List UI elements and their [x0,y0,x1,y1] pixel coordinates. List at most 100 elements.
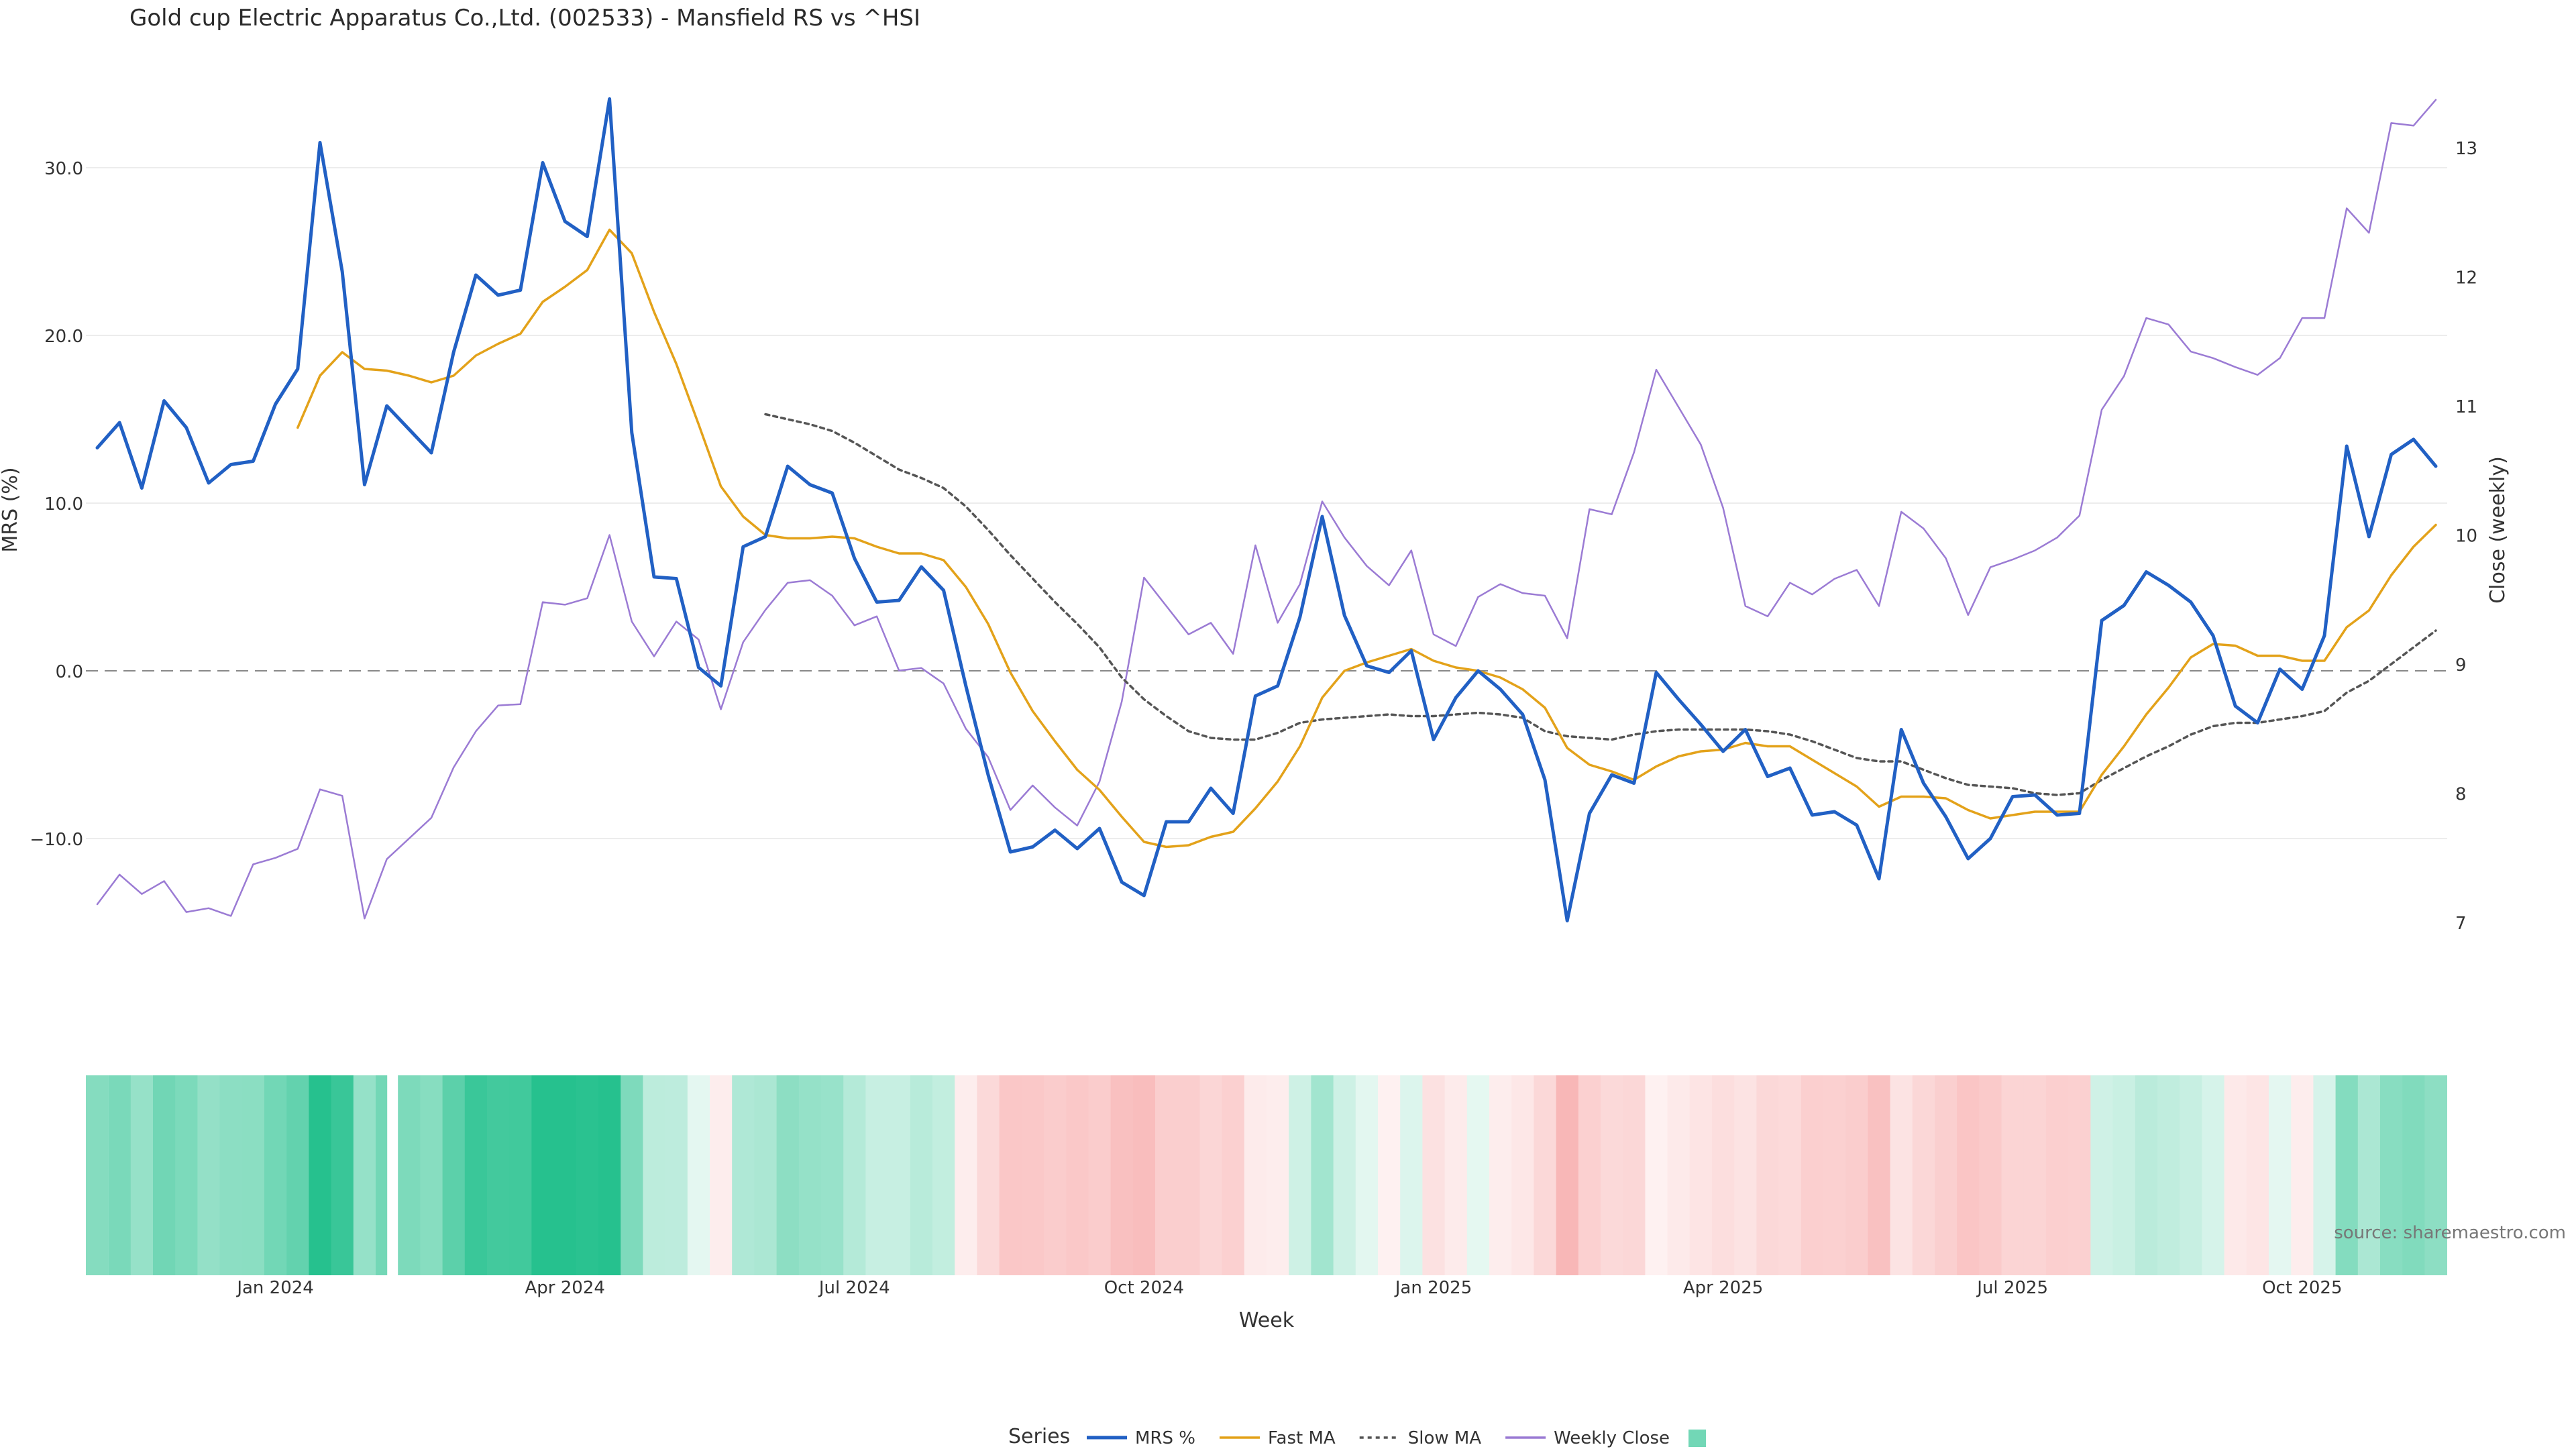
x-tick-label: Oct 2025 [2262,1278,2342,1298]
heatmap-cell [2068,1075,2091,1275]
heatmap-cell [1578,1075,1601,1275]
legend-items: MRS % Fast MA Slow MA Weekly Close [1087,1428,1707,1448]
heatmap-cell [1199,1075,1223,1275]
heatmap-cell [1511,1075,1534,1275]
heatmap-cell [1712,1075,1735,1275]
heatmap-cell [1088,1075,1112,1275]
heatmap-cell [1378,1075,1401,1275]
heatmap-cell [1667,1075,1690,1275]
heatmap-band [86,1075,2447,1275]
heatmap-cell [2023,1075,2047,1275]
heatmap-cell [932,1075,955,1275]
heatmap-cell [2224,1075,2247,1275]
x-tick-label: Jan 2025 [1394,1278,1472,1298]
heatmap-cell [1155,1075,1178,1275]
left-tick-label: 10.0 [44,494,83,515]
heatmap-cell [2335,1075,2359,1275]
heatmap-cell [999,1075,1022,1275]
heatmap-cell [153,1075,176,1275]
heatmap-cell [331,1075,354,1275]
heatmap-cell [420,1075,443,1275]
heatmap-cell [821,1075,844,1275]
right-tick-label: 7 [2455,914,2467,934]
heatmap-cell [2269,1075,2292,1275]
x-tick-label: Apr 2024 [525,1278,604,1298]
heatmap-cell [353,1075,376,1275]
heatmap-cell [309,1075,332,1275]
legend-mrs-label: MRS % [1135,1428,1195,1448]
heatmap-cell [1489,1075,1512,1275]
heatmap-cell [197,1075,221,1275]
right-axis-label: Close (weekly) [2486,456,2510,604]
heatmap-cell [1868,1075,1891,1275]
heatmap-cell [776,1075,800,1275]
heatmap-cell [1556,1075,1579,1275]
heatmap-cell [1601,1075,1623,1275]
heatmap-cell [376,1075,388,1275]
heatmap-cell [130,1075,154,1275]
right-tick-label: 10 [2455,527,2477,547]
left-axis-label: MRS (%) [0,467,22,552]
heatmap-cell [888,1075,911,1275]
heatmap-cell [1222,1075,1245,1275]
heatmap-cell [1177,1075,1200,1275]
heatmap-cell [865,1075,889,1275]
right-axis-ticks: 7 8 9 10 11 12 13 [2455,139,2477,934]
x-tick-label: Jan 2024 [235,1278,314,1298]
heatmap-cell [1890,1075,1913,1275]
heatmap-cell [2380,1075,2403,1275]
heatmap-cell [732,1075,755,1275]
heatmap-cell [2112,1075,2136,1275]
heatmap-cell [1823,1075,1846,1275]
heatmap-cell [2291,1075,2314,1275]
left-tick-label: 0.0 [56,662,83,682]
heatmap-cell [1400,1075,1423,1275]
heatmap-cell [2424,1075,2447,1275]
heatmap-cell [1132,1075,1156,1275]
heatmap-cell [1979,1075,2002,1275]
heatmap-cell [1466,1075,1490,1275]
heatmap-cell [621,1075,643,1275]
heatmap-cell [1845,1075,1868,1275]
heatmap-cell [1801,1075,1824,1275]
heatmap-cell [2001,1075,2025,1275]
heatmap-cell [553,1075,577,1275]
heatmap-cell [687,1075,710,1275]
heatmap-cell [509,1075,532,1275]
grid-lines [86,167,2447,839]
legend-fast-ma-label: Fast MA [1268,1428,1336,1448]
heatmap-cell [754,1075,777,1275]
heatmap-cell [442,1075,466,1275]
heatmap-cell [531,1075,555,1275]
heatmap-cell [1645,1075,1668,1275]
legend-heatmap-swatch [1688,1430,1707,1447]
right-tick-label: 9 [2455,655,2467,676]
left-tick-label: −10.0 [30,830,83,850]
legend-slow-ma-label: Slow MA [1408,1428,1482,1448]
heatmap-cell [910,1075,933,1275]
legend-weekly-close-label: Weekly Close [1554,1428,1670,1448]
source-note: source: sharemaestro.com [2334,1223,2566,1243]
series-layer [95,97,2438,922]
heatmap-cell [1110,1075,1134,1275]
heatmap-cell [1935,1075,1957,1275]
heatmap-cell [264,1075,287,1275]
heatmap-cell [1355,1075,1379,1275]
heatmap-cell [2402,1075,2425,1275]
heatmap-cell [2246,1075,2269,1275]
heatmap-cell [1623,1075,1646,1275]
legend-title: Series [1008,1425,1070,1448]
heatmap-cell [1756,1075,1780,1275]
x-axis-label: Week [1239,1309,1295,1332]
heatmap-cell [1422,1075,1446,1275]
heatmap-cell [219,1075,243,1275]
heatmap-cell [2357,1075,2381,1275]
heatmap-cell [241,1075,265,1275]
x-tick-label: Oct 2024 [1104,1278,1184,1298]
heatmap-cell [598,1075,621,1275]
heatmap-cell [2135,1075,2158,1275]
left-axis-ticks: −10.0 0.0 10.0 20.0 30.0 [30,159,83,850]
heatmap-cell [464,1075,488,1275]
right-tick-label: 11 [2455,397,2477,417]
